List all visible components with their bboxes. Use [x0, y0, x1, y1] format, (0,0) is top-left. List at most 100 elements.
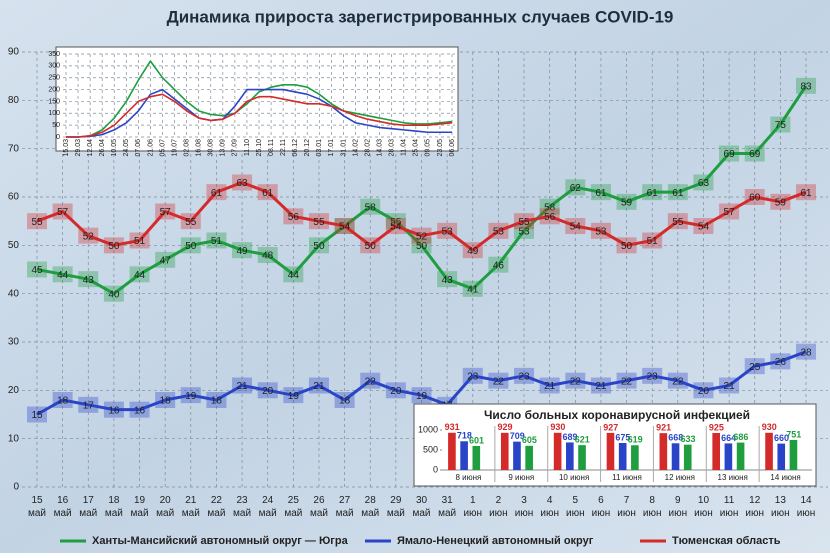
y-tick-label: 0: [56, 134, 60, 141]
data-label-box: [206, 392, 227, 408]
x-tick-label: 16.08: [196, 139, 203, 157]
data-label-box: [78, 227, 99, 244]
data-label-box: [719, 145, 740, 162]
data-label: 47: [160, 255, 172, 266]
data-label-box: [796, 184, 816, 201]
data-label: 75: [775, 120, 787, 131]
x-tick-label: 22 май: [207, 495, 225, 519]
x-tick-label: 24.05: [123, 139, 130, 157]
y-tick-label: 30: [8, 337, 20, 348]
data-label: 22: [570, 376, 582, 387]
y-tick-label: 0: [13, 482, 19, 493]
data-label: 22: [621, 376, 633, 387]
data-label: 25: [749, 362, 761, 373]
bar: [712, 433, 721, 470]
y-tick-label: 10: [8, 433, 20, 444]
x-tick-label: 03.01: [316, 139, 323, 157]
data-label-box: [539, 208, 560, 225]
y-tick-label: 50: [8, 240, 20, 251]
bar: [671, 443, 680, 470]
x-tick-label: 13 июн: [771, 495, 790, 519]
bar: [789, 439, 798, 470]
x-tick-label: 3 июн: [515, 495, 534, 519]
x-tick-label: 13 июня: [718, 473, 748, 482]
x-tick-label: 28.03: [389, 139, 396, 157]
data-label: 50: [313, 241, 325, 252]
data-label: 51: [134, 236, 146, 247]
data-label: 20: [390, 386, 402, 397]
data-label-box: [565, 372, 586, 389]
data-label-box: [180, 237, 201, 254]
data-label-box: [206, 232, 227, 249]
bar: [513, 441, 521, 470]
data-label: 44: [57, 270, 69, 281]
data-label: 55: [313, 217, 325, 228]
data-label: 55: [185, 217, 197, 228]
data-label: 16: [134, 405, 146, 416]
data-label-box: [744, 145, 765, 162]
data-label-box: [642, 367, 663, 384]
x-tick-label: 10 июн: [694, 495, 713, 519]
data-label: 664: [721, 433, 736, 443]
x-tick-label: 27.09: [232, 139, 239, 157]
x-tick-label: 7 июн: [617, 495, 636, 519]
data-label: 21: [313, 381, 325, 392]
chart-subtitle: Число больных коронавирусной инфекцией: [484, 408, 750, 422]
data-label: 62: [570, 183, 582, 194]
data-label-box: [103, 401, 124, 418]
x-tick-label: 12.04: [87, 139, 94, 157]
data-label: 16: [108, 405, 120, 416]
data-label-box: [155, 251, 176, 268]
data-label: 49: [467, 246, 479, 257]
data-label: 61: [672, 188, 684, 199]
data-label-box: [719, 377, 740, 394]
x-tick-label: 31 май: [438, 495, 456, 519]
bar: [460, 441, 468, 470]
y-tick-label: 300: [48, 63, 60, 70]
data-label: 53: [595, 226, 607, 237]
data-label: 931: [445, 422, 460, 432]
data-label: 751: [786, 429, 801, 439]
data-label: 52: [83, 231, 95, 242]
bar: [606, 432, 615, 470]
x-tick-label: 1 июн: [463, 495, 482, 519]
data-label-box: [642, 184, 663, 201]
x-tick-label: 10.05: [111, 139, 118, 157]
data-label: 43: [442, 275, 454, 286]
y-tick-label: 50: [52, 122, 60, 129]
chart-title: Динамика прироста зарегистрированных слу…: [167, 7, 674, 26]
x-tick-label: 25 май: [284, 495, 302, 519]
x-tick-label: 12 июн: [745, 495, 764, 519]
x-tick-label: 20 май: [156, 495, 174, 519]
data-label: 689: [563, 432, 578, 442]
data-label: 50: [621, 241, 633, 252]
data-label: 58: [544, 202, 556, 213]
x-tick-label: 29.03: [75, 139, 82, 157]
data-label: 15: [31, 410, 43, 421]
data-label: 55: [518, 217, 530, 228]
data-label-box: [27, 261, 47, 278]
data-label: 45: [31, 265, 43, 276]
data-label-box: [78, 396, 99, 413]
bar: [566, 442, 574, 470]
data-label-box: [744, 358, 765, 375]
data-label: 55: [672, 217, 684, 228]
x-tick-label: 26.04: [99, 139, 106, 157]
x-tick-label: 25.10: [256, 139, 263, 157]
y-tick-label: 200: [48, 86, 60, 93]
data-label-box: [437, 222, 458, 239]
data-label-box: [385, 213, 406, 230]
data-label-box: [796, 77, 816, 94]
data-label: 60: [749, 193, 761, 204]
data-label-box: [232, 174, 253, 191]
data-label: 21: [544, 381, 556, 392]
x-tick-label: 06.06: [449, 139, 456, 157]
data-label-box: [52, 392, 73, 408]
data-label-box: [616, 193, 637, 210]
data-label: 61: [647, 188, 659, 199]
inset-panel: [413, 403, 817, 487]
data-label: 925: [709, 422, 724, 432]
data-label: 44: [288, 270, 300, 281]
data-label: 61: [595, 188, 607, 199]
data-label-box: [616, 372, 637, 389]
